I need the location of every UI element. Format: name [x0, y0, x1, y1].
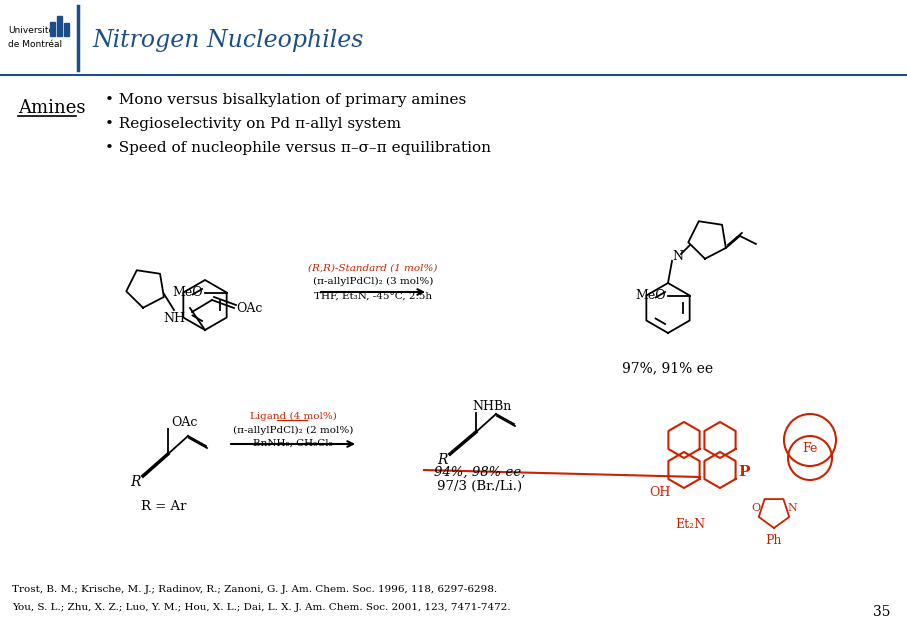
Text: Université: Université: [8, 26, 54, 35]
Text: (R,R)-Standard (1 mol%): (R,R)-Standard (1 mol%): [308, 264, 438, 272]
Text: Nitrogen Nucleophiles: Nitrogen Nucleophiles: [92, 29, 364, 51]
Text: N: N: [787, 503, 797, 513]
Text: Ph: Ph: [766, 534, 782, 546]
Text: N: N: [672, 251, 684, 264]
Text: 97%, 91% ee: 97%, 91% ee: [622, 361, 714, 375]
Text: O: O: [751, 503, 761, 513]
Text: NHBn: NHBn: [472, 399, 512, 412]
Text: 35: 35: [873, 605, 890, 619]
Bar: [50, 22, 55, 36]
Text: You, S. L.; Zhu, X. Z.; Luo, Y. M.; Hou, X. L.; Dai, L. X. J. Am. Chem. Soc. 200: You, S. L.; Zhu, X. Z.; Luo, Y. M.; Hou,…: [12, 604, 511, 612]
Text: (π-allylPdCl)₂ (3 mol%): (π-allylPdCl)₂ (3 mol%): [313, 276, 434, 286]
Text: Amines: Amines: [18, 99, 85, 117]
Text: Fe: Fe: [803, 441, 818, 454]
Text: BnNH₂, CH₂Cl₂: BnNH₂, CH₂Cl₂: [253, 439, 333, 448]
Text: MeO: MeO: [172, 286, 202, 299]
Text: R = Ar: R = Ar: [141, 499, 187, 512]
Text: de Montréal: de Montréal: [8, 40, 62, 49]
Text: THF, Et₃N, -45°C, 2.5h: THF, Et₃N, -45°C, 2.5h: [314, 291, 432, 301]
Text: OH: OH: [649, 486, 670, 499]
Bar: [57, 16, 62, 36]
Text: 94%, 98% ee,: 94%, 98% ee,: [434, 466, 526, 479]
Text: Ligand (4 mol%): Ligand (4 mol%): [249, 411, 336, 421]
Text: (π-allylPdCl)₂ (2 mol%): (π-allylPdCl)₂ (2 mol%): [233, 426, 353, 434]
Text: • Mono versus bisalkylation of primary amines: • Mono versus bisalkylation of primary a…: [105, 93, 466, 107]
Text: P: P: [738, 465, 750, 479]
Text: OAc: OAc: [236, 301, 262, 314]
Text: OAc: OAc: [171, 416, 198, 429]
Text: Trost, B. M.; Krische, M. J.; Radinov, R.; Zanoni, G. J. Am. Chem. Soc. 1996, 11: Trost, B. M.; Krische, M. J.; Radinov, R…: [12, 586, 497, 594]
Text: Et₂N: Et₂N: [675, 518, 705, 531]
Bar: [64, 23, 69, 36]
Text: 97/3 (Br./Li.): 97/3 (Br./Li.): [437, 479, 522, 492]
Text: NH: NH: [163, 311, 185, 324]
Text: • Speed of nucleophile versus π–σ–π equilibration: • Speed of nucleophile versus π–σ–π equi…: [105, 141, 491, 155]
Text: R: R: [130, 475, 141, 489]
Text: • Regioselectivity on Pd π-allyl system: • Regioselectivity on Pd π-allyl system: [105, 117, 401, 131]
Text: MeO: MeO: [635, 289, 666, 302]
Text: R: R: [437, 453, 447, 467]
